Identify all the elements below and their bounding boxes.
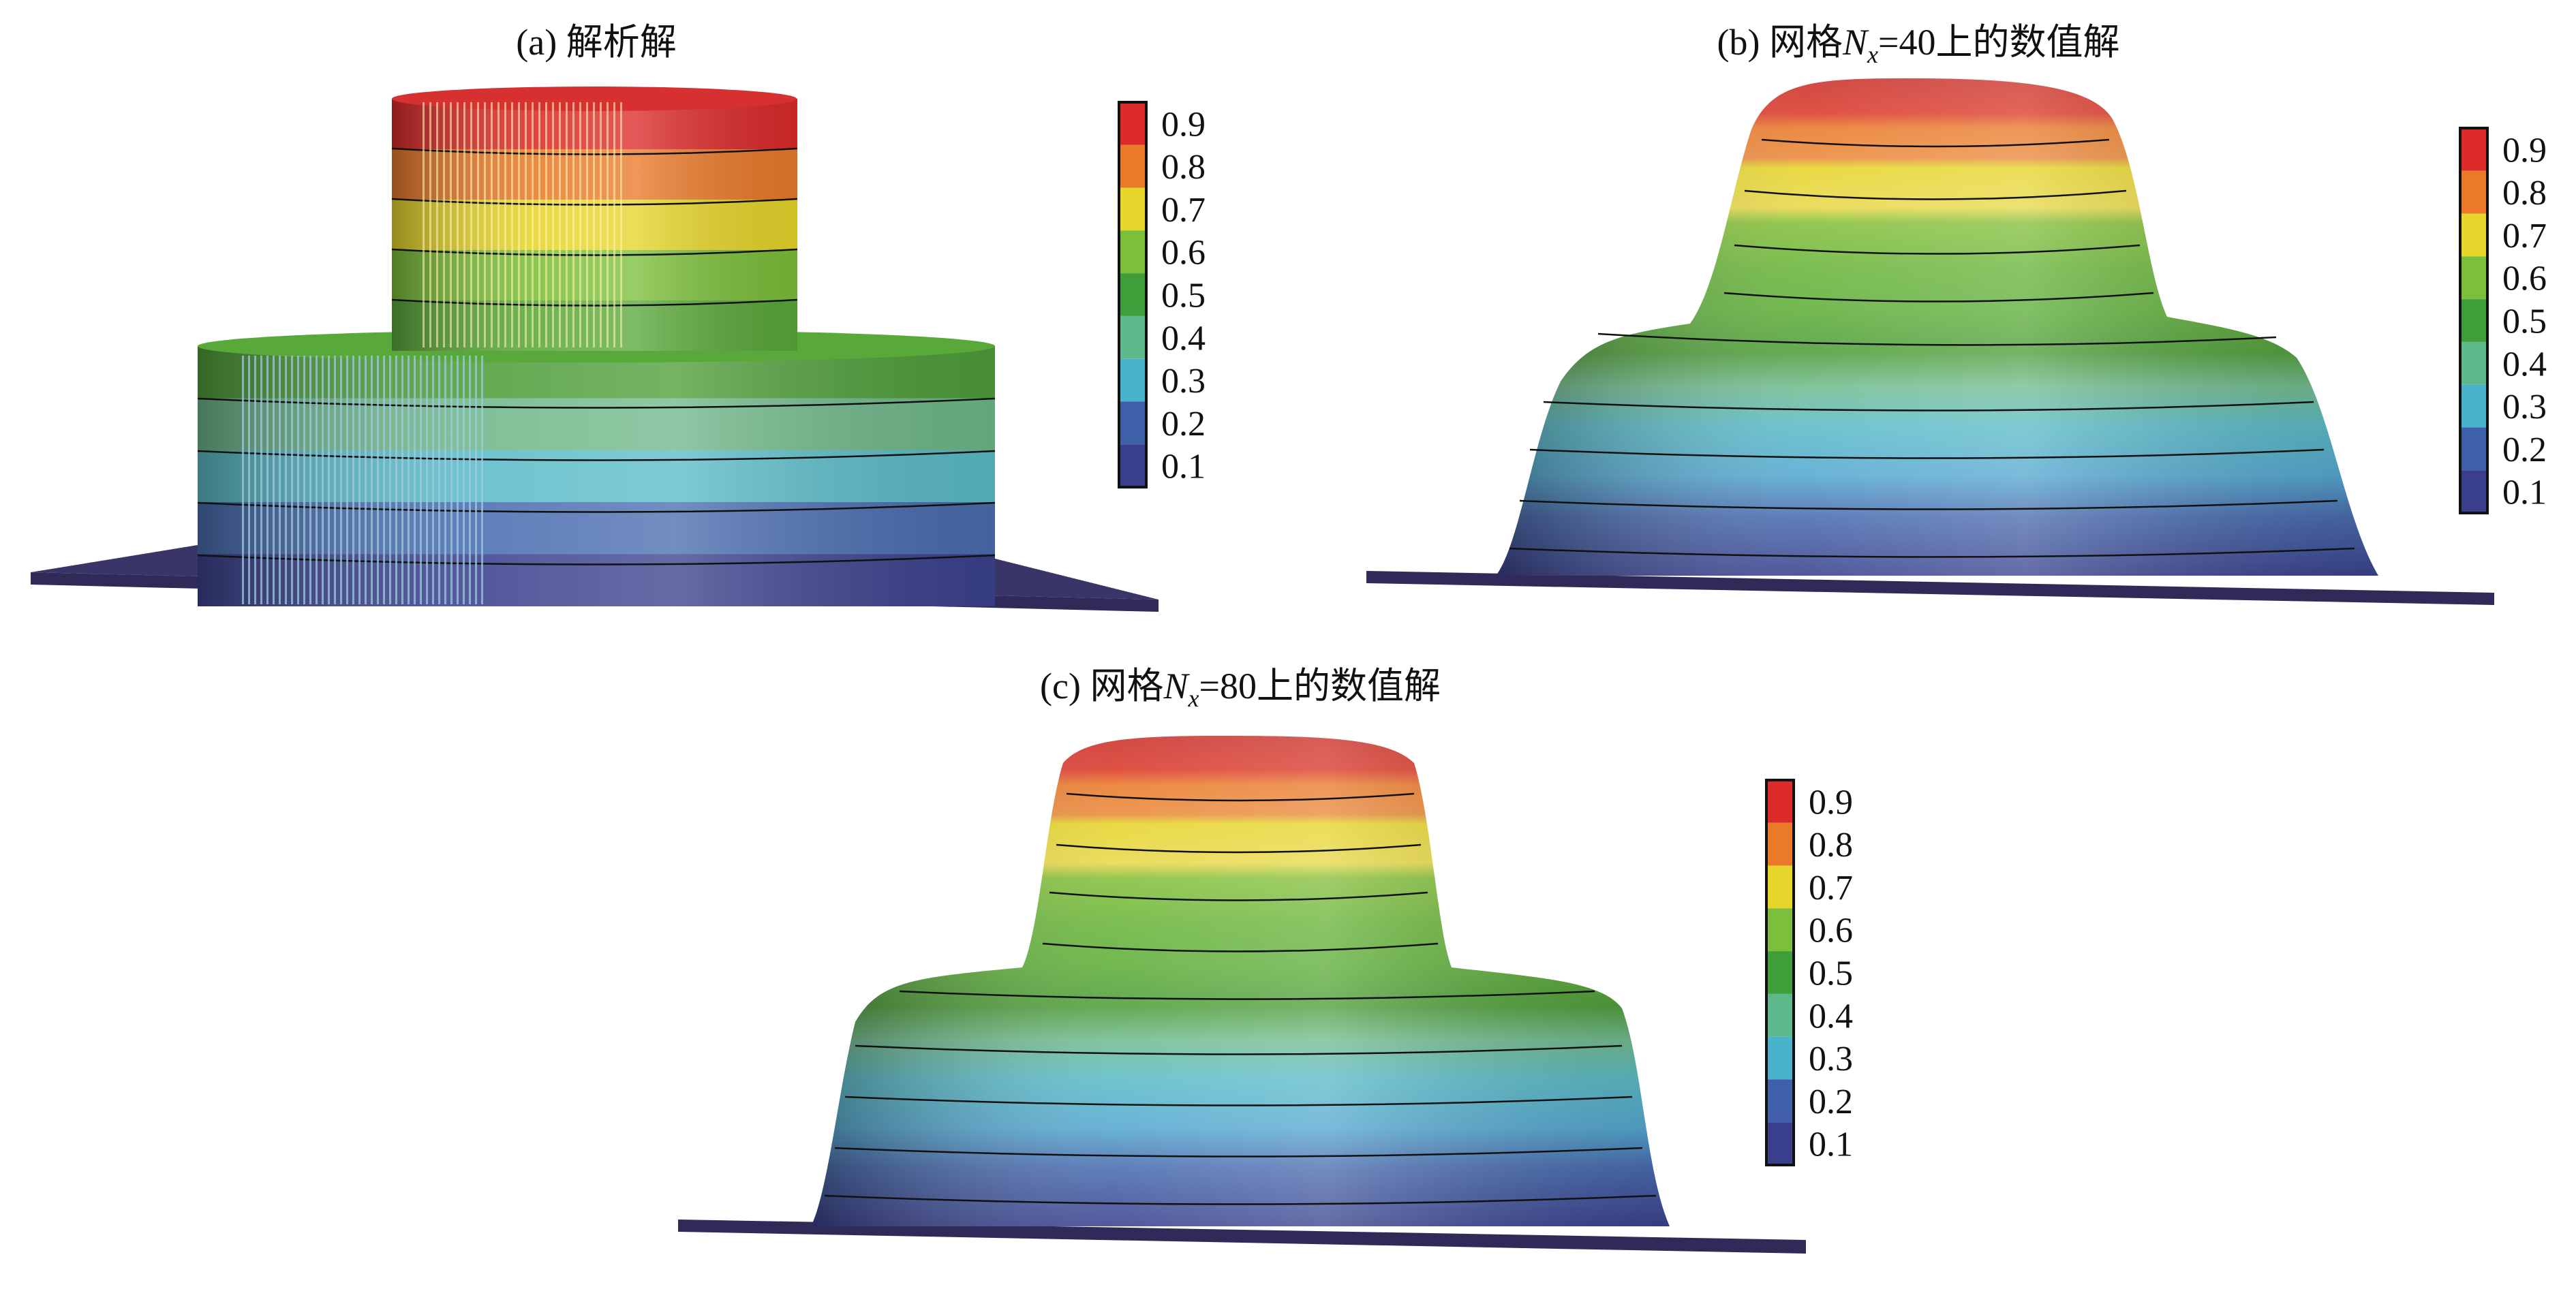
colorbar-label: 0.7 <box>1161 191 1206 230</box>
colorbar-swatch <box>1119 145 1146 188</box>
colorbar-swatch <box>1119 188 1146 231</box>
colorbar-swatch <box>2460 342 2487 385</box>
colorbar-label: 0.4 <box>2502 345 2547 384</box>
colorbar-swatch <box>1766 951 1794 994</box>
colorbar-label: 0.6 <box>1161 234 1206 273</box>
colorbar-label: 0.7 <box>1809 869 1853 907</box>
colorbar-swatch <box>1766 908 1794 951</box>
colorbar-label: 0.2 <box>1809 1083 1853 1121</box>
colorbar-label: 0.3 <box>2502 388 2547 426</box>
colorbar-label: 0.6 <box>1809 912 1853 950</box>
colorbar-label: 0.8 <box>1161 148 1206 187</box>
colorbar-swatch <box>2460 470 2487 513</box>
colorbar-label: 0.5 <box>2502 302 2547 341</box>
colorbar-swatch <box>1766 1122 1794 1165</box>
colorbar-swatch <box>1119 273 1146 316</box>
colorbar-swatch <box>2460 427 2487 470</box>
colorbar-swatch <box>1766 1079 1794 1122</box>
colorbar-swatch <box>2460 256 2487 299</box>
panel-a-caption: (a) 解析解 <box>516 22 676 63</box>
colorbar-label: 0.9 <box>2502 131 2547 170</box>
colorbar-swatch <box>1119 316 1146 359</box>
panel-c-caption: (c) 网格Nx=80上的数值解 <box>1040 666 1441 712</box>
colorbar-label: 0.9 <box>1161 105 1206 144</box>
base-plane-b <box>1366 571 2494 605</box>
colorbar-label: 0.3 <box>1161 362 1206 401</box>
colorbar-swatch <box>2460 385 2487 428</box>
colorbar-swatch <box>1766 1037 1794 1080</box>
colorbar-swatch <box>1766 994 1794 1037</box>
colorbar-label: 0.3 <box>1809 1040 1853 1078</box>
colorbar-label: 0.2 <box>2502 431 2547 469</box>
panel-b: (b) 网格Nx=40上的数值解 <box>1366 22 2494 605</box>
colorbar-label: 0.8 <box>1809 826 1853 865</box>
colorbar-swatch <box>2460 299 2487 342</box>
colorbar-swatch <box>1119 102 1146 145</box>
colorbar-label: 0.8 <box>2502 174 2547 213</box>
colorbar-swatch <box>1119 359 1146 402</box>
colorbar-label: 0.2 <box>1161 405 1206 444</box>
colorbar-swatch <box>2460 171 2487 214</box>
colorbar-label: 0.6 <box>2502 260 2547 298</box>
colorbar-swatch <box>1119 230 1146 273</box>
colorbar-swatch <box>2460 214 2487 257</box>
colorbar-swatch <box>1766 823 1794 866</box>
colorbar-label: 0.7 <box>2502 217 2547 255</box>
colorbar-label: 0.1 <box>2502 473 2547 512</box>
colorbar-label: 0.1 <box>1809 1125 1853 1164</box>
colorbar-swatch <box>2460 128 2487 171</box>
colorbar-label: 0.1 <box>1161 448 1206 486</box>
colorbar-label: 0.9 <box>1809 783 1853 822</box>
colorbar-swatch <box>1766 866 1794 909</box>
panel-a: (a) 解析解 <box>31 22 1159 612</box>
colorbar-label: 0.4 <box>1809 997 1853 1036</box>
panel-c: (c) 网格Nx=80上的数值解 <box>678 666 1806 1254</box>
colorbar-swatch <box>1119 401 1146 444</box>
colorbar-label: 0.5 <box>1161 277 1206 315</box>
colorbar-label: 0.5 <box>1809 954 1853 993</box>
colorbar-swatch <box>1119 444 1146 487</box>
panel-b-caption: (b) 网格Nx=40上的数值解 <box>1717 22 2120 68</box>
colorbar-swatch <box>1766 780 1794 823</box>
colorbar-label: 0.4 <box>1161 319 1206 358</box>
